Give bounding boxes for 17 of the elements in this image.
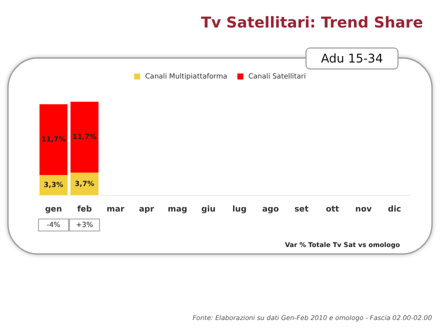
chart-subtitle: Adu 15-34 bbox=[321, 52, 383, 66]
x-tick-label: giu bbox=[201, 204, 216, 214]
x-tick-label: set bbox=[294, 204, 309, 214]
x-tick-label: apr bbox=[138, 204, 154, 214]
x-tick-label: lug bbox=[232, 204, 247, 214]
x-tick-label: mag bbox=[168, 204, 188, 214]
x-tick-label: dic bbox=[388, 204, 402, 214]
bar bbox=[40, 104, 68, 176]
bar bbox=[70, 172, 98, 195]
x-tick-label: mar bbox=[106, 204, 124, 214]
x-tick-label: gen bbox=[45, 204, 62, 214]
x-tick-label: feb bbox=[77, 204, 92, 214]
bar bbox=[70, 102, 98, 173]
chart-title: Tv Satellitari: Trend Share bbox=[201, 14, 424, 32]
x-tick-label: ago bbox=[262, 204, 280, 214]
x-tick-label: ott bbox=[326, 204, 340, 214]
x-tick-label: nov bbox=[355, 204, 372, 214]
